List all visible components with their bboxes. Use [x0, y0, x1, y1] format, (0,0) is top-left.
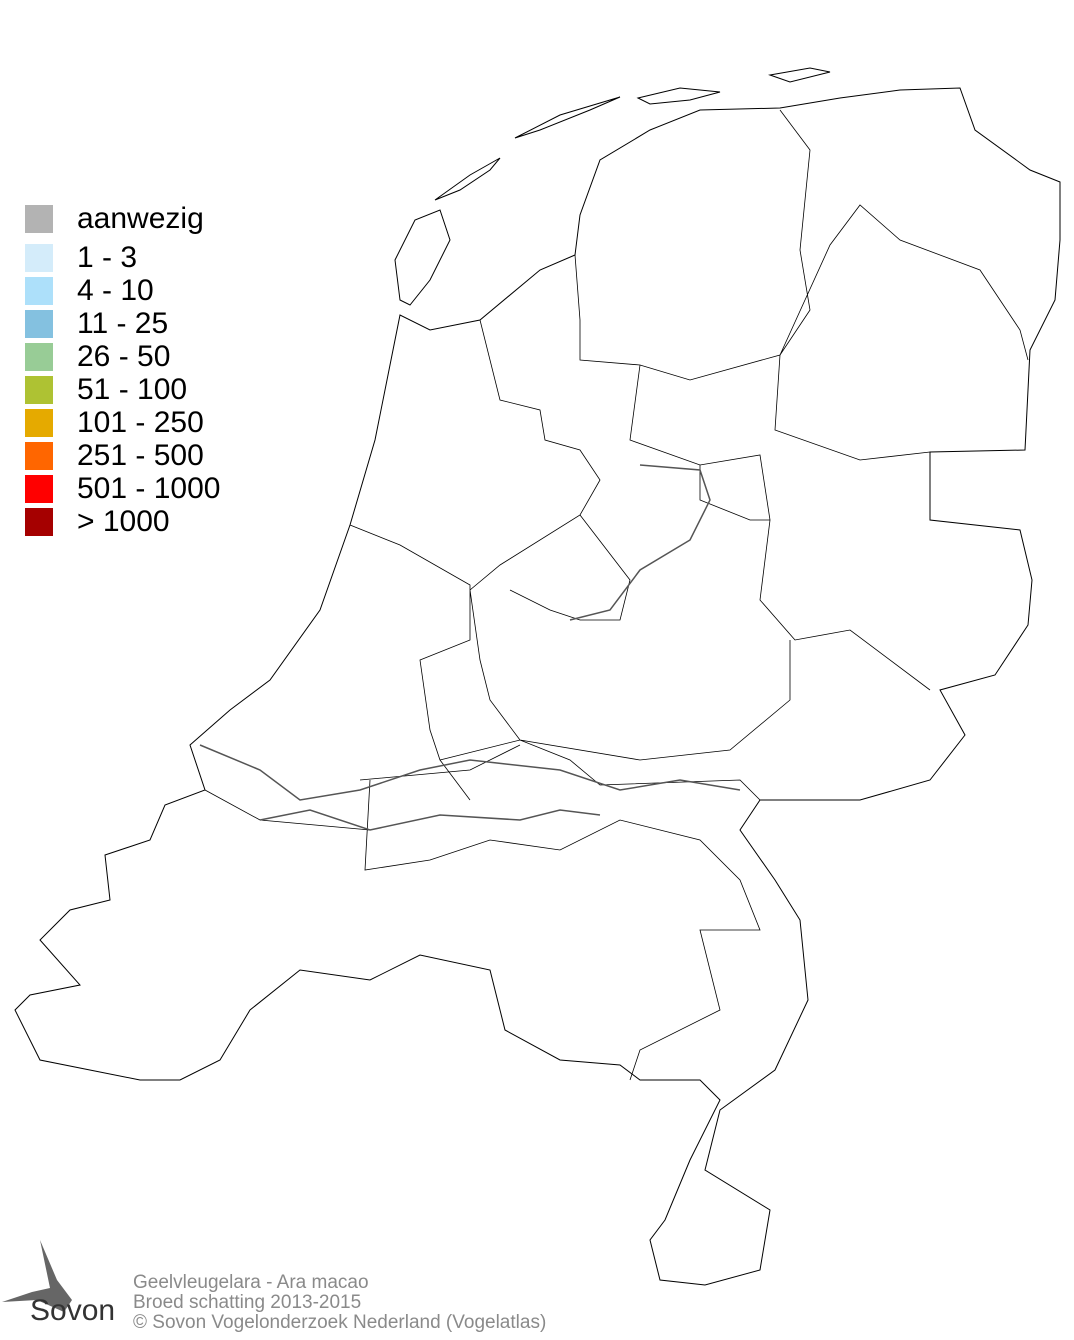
- legend-item: 11 - 25: [25, 307, 220, 340]
- island-ameland: [636, 87, 721, 105]
- legend-swatch: [25, 375, 53, 404]
- logo-text: Sovon: [30, 1294, 116, 1327]
- legend-swatch: [25, 309, 53, 338]
- legend-item: 251 - 500: [25, 439, 220, 472]
- country-outline: [14, 87, 1061, 1286]
- island-texel: [394, 209, 451, 306]
- legend-swatch: [25, 474, 53, 503]
- legend-swatch: [25, 204, 53, 233]
- legend-label: 101 - 250: [77, 405, 204, 439]
- legend-item: 1 - 3: [25, 241, 220, 274]
- legend-label: 51 - 100: [77, 372, 188, 406]
- legend-item: aanwezig: [25, 202, 220, 235]
- estimate-period: Broed schatting 2013-2015: [133, 1292, 362, 1313]
- legend-label: 1 - 3: [77, 240, 138, 274]
- island-vlieland: [434, 157, 501, 201]
- legend-label: > 1000: [77, 504, 170, 538]
- province-borders: [204, 109, 1029, 1081]
- sovon-swallow-logo: [2, 1240, 72, 1312]
- legend-label: aanwezig: [77, 201, 204, 235]
- legend-label: 4 - 10: [77, 273, 154, 307]
- legend-item: 26 - 50: [25, 340, 220, 373]
- species-name: Geelvleugelara - Ara macao: [133, 1272, 369, 1293]
- legend-swatch: [25, 408, 53, 437]
- island-schiermonnikoog: [768, 67, 831, 83]
- island-terschelling: [514, 96, 621, 139]
- legend-swatch: [25, 507, 53, 536]
- legend-swatch: [25, 243, 53, 272]
- legend-swatch: [25, 276, 53, 305]
- legend-item: 501 - 1000: [25, 472, 220, 505]
- legend-label: 501 - 1000: [77, 471, 221, 505]
- legend-item: 101 - 250: [25, 406, 220, 439]
- map-caption: Geelvleugelara - Ara macao Broed schatti…: [133, 1273, 546, 1333]
- legend-item: > 1000: [25, 505, 220, 538]
- legend-item: 51 - 100: [25, 373, 220, 406]
- legend-label: 11 - 25: [77, 306, 169, 340]
- legend-swatch: [25, 342, 53, 371]
- rivers: [199, 464, 741, 831]
- legend-item: 4 - 10: [25, 274, 220, 307]
- legend-label: 251 - 500: [77, 438, 204, 472]
- legend-swatch: [25, 441, 53, 470]
- copyright: © Sovon Vogelonderzoek Nederland (Vogela…: [133, 1312, 547, 1333]
- legend-label: 26 - 50: [77, 339, 171, 373]
